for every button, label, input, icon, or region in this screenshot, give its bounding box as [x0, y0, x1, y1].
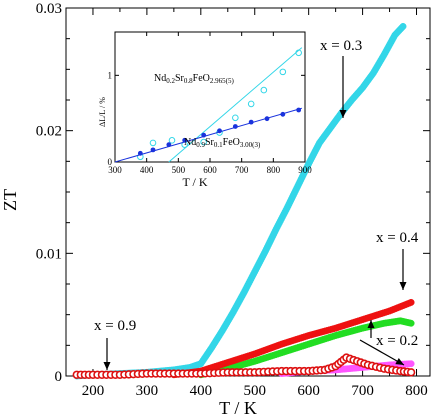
main-x-tick-label: 200 — [82, 383, 105, 399]
data-point — [247, 100, 255, 108]
inset-background — [115, 32, 305, 162]
data-point — [248, 119, 254, 125]
data-point — [260, 86, 268, 94]
annotation-arrow-head — [399, 282, 407, 290]
legend-nd02-mid: Sr — [175, 73, 185, 84]
annotation-label: x = 0.2 — [376, 333, 418, 349]
main-series-4 — [72, 353, 416, 379]
legend-nd02-sub1: 0.2 — [166, 77, 175, 85]
main-x-tick-label: 600 — [297, 383, 320, 399]
data-point — [407, 319, 415, 327]
main-x-tick-label: 300 — [136, 383, 159, 399]
data-point — [201, 132, 207, 138]
data-point — [232, 124, 238, 129]
data-point — [296, 107, 302, 113]
legend-nd09-sub1: 0.9 — [196, 141, 205, 149]
legend-nd02-tail: FeO — [193, 73, 210, 84]
inset-legend-nd02: Nd0.2Sr0.8FeO2.965(5) — [154, 73, 234, 85]
data-point — [295, 49, 302, 57]
data-point — [149, 139, 157, 147]
inset-x-tick-label: 500 — [172, 165, 186, 175]
annotation-arrow-shaft — [359, 339, 405, 366]
annotation-arrow-head — [395, 358, 404, 365]
data-point — [279, 68, 287, 76]
legend-nd09-mid: Sr — [205, 137, 215, 148]
inset-y-tick-label: 1 — [108, 70, 113, 80]
main-x-axis-label: T / K — [219, 398, 257, 418]
legend-nd09-tail: FeO — [223, 137, 240, 148]
annotation-arrow-head — [367, 320, 375, 328]
inset-series — [114, 47, 303, 163]
main-x-tick-label: 800 — [405, 383, 428, 399]
data-point — [137, 150, 143, 156]
legend-nd02-base: Nd — [154, 73, 166, 84]
data-point — [232, 114, 239, 122]
inset-x-tick-label: 400 — [140, 165, 154, 175]
main-x-tick-label: 700 — [351, 383, 374, 399]
annotation-label: x = 0.3 — [320, 38, 362, 54]
legend-nd09-base: Nd — [184, 137, 196, 148]
main-x-tick-label: 500 — [243, 383, 266, 399]
inset-x-tick-label: 700 — [235, 165, 249, 175]
inset-legend-nd09: Nd0.9Sr0.1FeO3.00(3) — [184, 137, 261, 149]
main-y-tick-label: 0 — [55, 369, 63, 385]
main-series — [72, 22, 416, 380]
main-y-tick-label: 0.01 — [36, 246, 62, 262]
main-y-tick-label: 0.03 — [36, 1, 62, 17]
main-series-2 — [197, 317, 415, 379]
data-point — [406, 368, 416, 377]
main-annotations: x = 0.3 x = 0.4 x = 0.2 x = 0.9 — [94, 38, 419, 370]
data-point — [407, 360, 415, 368]
data-point — [399, 22, 407, 30]
annotation-arrow-head — [339, 110, 347, 118]
fit-line — [168, 47, 303, 163]
fit-line — [114, 107, 302, 163]
inset-y-tick-label: 0 — [108, 157, 113, 167]
inset-series-1 — [114, 107, 302, 163]
inset-x-tick-label: 800 — [267, 165, 281, 175]
annotation-arrow-head — [103, 362, 111, 370]
data-point — [264, 116, 270, 122]
main-y-axis-label: ZT — [0, 189, 20, 211]
inset-y-axis-label: ΔL/L / % — [98, 97, 107, 127]
legend-nd02-sub3: 2.965(5) — [210, 77, 235, 85]
inset-x-tick-label: 900 — [298, 165, 312, 175]
data-point — [166, 142, 172, 148]
data-point — [217, 128, 222, 134]
data-point — [168, 137, 176, 144]
legend-nd09-sub3: 3.00(3) — [240, 141, 261, 149]
inset-x-tick-label: 600 — [203, 165, 217, 175]
data-point — [182, 137, 188, 143]
data-point — [150, 147, 156, 153]
inset-x-axis-label: T / K — [182, 175, 207, 189]
inset-x-tick-label: 300 — [108, 165, 122, 175]
main-y-tick-label: 0.02 — [36, 124, 62, 140]
data-point — [280, 111, 286, 117]
annotation-label: x = 0.9 — [94, 318, 136, 334]
data-point — [407, 298, 415, 306]
inset-series-0 — [137, 47, 303, 163]
main-x-tick-label: 400 — [190, 383, 213, 399]
data-point — [200, 138, 207, 146]
legend-nd09-sub2: 0.1 — [214, 141, 223, 149]
legend-nd02-sub2: 0.8 — [184, 77, 193, 85]
inset-ticks: 300 400 500 600 700 800 900 0 1 — [108, 32, 312, 175]
annotation-label: x = 0.4 — [376, 230, 419, 246]
